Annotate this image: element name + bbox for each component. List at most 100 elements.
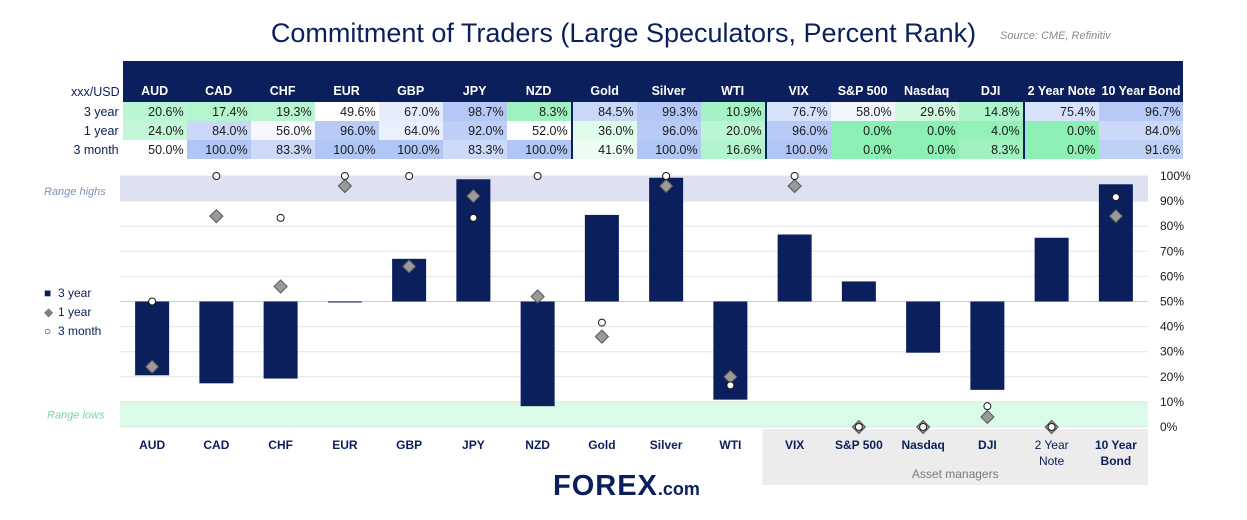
table-cell: 96.0%	[314, 121, 379, 140]
x-tick-label: JPY	[462, 438, 485, 452]
table-cell: 24.0%	[122, 121, 187, 140]
table-header-wti: WTI	[700, 61, 766, 102]
table-cell: 0.0%	[894, 121, 959, 140]
table-header-eur: EUR	[314, 61, 379, 102]
table-cell: 100.0%	[506, 140, 572, 159]
table-cell: 100.0%	[314, 140, 379, 159]
marker-1year	[209, 208, 224, 224]
table-cell: 83.3%	[250, 140, 315, 159]
marker-1year	[1108, 208, 1124, 224]
table-cell: 20.0%	[700, 121, 766, 140]
table-cell: 16.6%	[700, 140, 766, 159]
marker-3month	[533, 172, 542, 180]
marker-1year	[337, 178, 353, 194]
table-cell: 50.0%	[122, 140, 187, 159]
legend-diamond-icon: ◆	[44, 304, 54, 319]
table-cell: 41.6%	[570, 140, 637, 159]
table-cell: 67.0%	[378, 102, 443, 121]
marker-3month	[597, 318, 606, 327]
marker-1year	[530, 289, 545, 304]
bar-3year	[1098, 184, 1133, 302]
table-cell: 0.0%	[1022, 140, 1099, 159]
y-tick-label: 0%	[1160, 420, 1178, 434]
table-cell: 56.0%	[250, 121, 315, 140]
table-header-nasdaq: Nasdaq	[894, 61, 959, 102]
marker-1year	[980, 409, 995, 425]
table-header-row: xxx/USD AUD CAD CHF EUR GBP JPY NZD Gold Silver W…	[68, 61, 1184, 102]
table-cell: 100.0%	[378, 140, 443, 159]
marker-3month	[340, 172, 349, 180]
x-tick-label: Silver	[650, 438, 683, 452]
marker-1year	[401, 259, 417, 274]
range-low-band	[120, 401, 1148, 427]
y-tick-label: 60%	[1160, 269, 1184, 283]
x-tick-label: WTI	[719, 438, 741, 452]
legend-item-3month: ○ 3 month	[44, 323, 102, 338]
table-cell: 14.8%	[958, 102, 1024, 121]
table-row: 1 year 24.0% 84.0% 56.0% 96.0% 64.0% 92.0% 52.0…	[68, 121, 1184, 140]
table-row: 3 month 50.0% 100.0% 83.3% 100.0% 100.0% 83.3%…	[68, 140, 1184, 159]
x-tick-label: EUR	[332, 438, 358, 452]
range-lows-label: Range lows	[47, 409, 105, 421]
x-tick-label: AUD	[139, 438, 165, 452]
table-cell: 8.3%	[506, 102, 572, 121]
x-tick-label: S&P 500	[835, 438, 883, 452]
table-header-10-year-bond: 10 Year Bond	[1098, 61, 1184, 102]
table-cell: 75.4%	[1022, 102, 1099, 121]
table-cell: 91.6%	[1098, 140, 1184, 159]
bar-3year	[970, 301, 1005, 390]
table-cell: 0.0%	[894, 140, 959, 159]
bar-3year	[584, 214, 619, 302]
y-tick-label: 20%	[1160, 370, 1184, 384]
x-tick-label: 2 Year Note	[1035, 438, 1069, 468]
table-cell: 96.0%	[764, 121, 831, 140]
table-header-2-year-note: 2 Year Note	[1022, 61, 1099, 102]
table-cell: 92.0%	[442, 121, 507, 140]
x-tick-label: DJI	[978, 438, 997, 452]
table-cell: 52.0%	[506, 121, 572, 140]
cot-table: xxx/USD AUD CAD CHF EUR GBP JPY NZD Gold Silver W…	[68, 61, 1184, 159]
marker-3month	[1047, 423, 1056, 431]
y-tick-label: 40%	[1160, 320, 1184, 334]
table-cell: 96.0%	[636, 121, 701, 140]
table-header-cad: CAD	[186, 61, 251, 102]
table-cell: 98.7%	[442, 102, 507, 121]
marker-3month	[790, 172, 799, 180]
table-header-chf: CHF	[250, 61, 315, 102]
table-cell: 58.0%	[830, 102, 895, 121]
logo-suffix: .com	[657, 479, 700, 499]
table-cell: 100.0%	[636, 140, 701, 159]
cot-chart: Asset managers 0% 10% 20% 30% 40% 50% 60% 70% 80%…	[44, 169, 1191, 485]
table-header-gbp: GBP	[378, 61, 443, 102]
bar-3year	[520, 301, 555, 407]
row-label: 3 month	[68, 140, 123, 159]
source-note: Source: CME, Refinitiv	[1000, 30, 1111, 42]
y-tick-label: 80%	[1160, 219, 1184, 233]
table-body: 3 year 20.6% 17.4% 19.3% 49.6% 67.0% 98.7% 8.3%…	[68, 102, 1184, 159]
chart-title: Commitment of Traders (Large Speculators…	[270, 18, 977, 48]
logo-main: FOREX	[553, 470, 658, 502]
x-tick-label: CHF	[268, 438, 293, 452]
bar-3year	[327, 301, 362, 303]
table-cell: 96.7%	[1098, 102, 1184, 121]
y-tick-label: 70%	[1160, 244, 1184, 258]
table-cell: 64.0%	[378, 121, 443, 140]
table-header-nzd: NZD	[506, 61, 572, 102]
table-cell: 17.4%	[186, 102, 251, 121]
x-tick-label: NZD	[525, 438, 550, 452]
range-high-band	[120, 176, 1148, 202]
asset-managers-label: Asset managers	[912, 467, 999, 481]
table-header-vix: VIX	[764, 61, 831, 102]
chart-title-block: Commitment of Traders (Large Speculators…	[0, 18, 1247, 49]
y-tick-label: 50%	[1160, 295, 1184, 309]
asset-managers-band	[762, 429, 1148, 485]
marker-3month	[919, 423, 928, 431]
x-tick-label: CAD	[203, 438, 229, 452]
table-cell: 0.0%	[830, 140, 895, 159]
table-cell: 8.3%	[958, 140, 1024, 159]
bar-3year	[263, 301, 298, 379]
table-header-gold: Gold	[570, 61, 637, 102]
bar-3year	[841, 281, 876, 302]
y-tick-label: 30%	[1160, 345, 1184, 359]
marker-3month	[276, 213, 285, 222]
